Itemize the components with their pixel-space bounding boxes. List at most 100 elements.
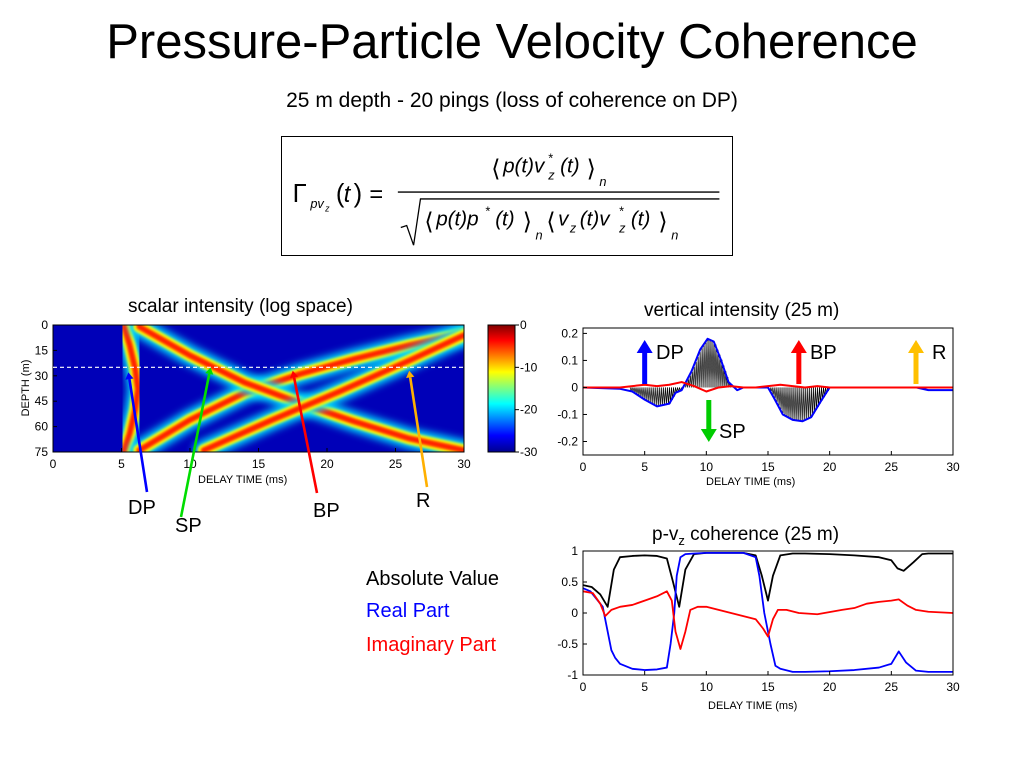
svg-text:p(t)v: p(t)v: [502, 154, 546, 177]
heatmap-ytick: 15: [35, 343, 49, 357]
intensity-title: vertical intensity (25 m): [644, 300, 840, 321]
heatmap-arrow-dp: [125, 372, 149, 493]
coherence-xtick: 0: [580, 680, 587, 694]
coherence-series-imaginary-part: [583, 590, 953, 650]
coherence-ytick: 1: [571, 544, 578, 558]
intensity-ytick: -0.1: [557, 407, 578, 421]
formula-gamma-subscript: pv: [309, 196, 324, 211]
arrival-core-dp: [121, 325, 141, 452]
coherence-ytick: 0.5: [561, 575, 578, 589]
intensity-ytick: 0.1: [561, 353, 578, 367]
coherence-xlabel: DELAY TIME (ms): [708, 700, 798, 712]
svg-text:n: n: [671, 227, 678, 242]
heatmap-ytick: 75: [35, 445, 49, 459]
svg-text:(t)v: (t)v: [580, 208, 611, 231]
heatmap-ytick: 30: [35, 369, 49, 383]
svg-text:⟨: ⟨: [546, 209, 555, 235]
svg-text:⟩: ⟩: [587, 156, 596, 182]
svg-text:⟨: ⟨: [424, 209, 433, 235]
svg-text:z: z: [618, 220, 626, 235]
svg-text:v: v: [558, 208, 570, 231]
intensity-xtick: 5: [641, 460, 648, 474]
intensity-ytick: 0.2: [561, 326, 578, 340]
intensity-callout-sp: SP: [719, 421, 746, 443]
formula-svg: Γ pv z ( t ) = ⟨ p(t)v * z (t) ⟩ n ⟨ p(t…: [293, 151, 720, 246]
intensity-arrow-r: [908, 340, 924, 384]
coherence-xtick: 30: [946, 680, 960, 694]
intensity-callout-bp: BP: [810, 342, 837, 364]
svg-text:*: *: [485, 204, 490, 219]
heatmap-ytick: 60: [35, 420, 49, 434]
colorbar-tick: -20: [520, 403, 538, 417]
heatmap-ytick: 0: [41, 318, 48, 332]
coherence-title-main: p-v: [652, 524, 679, 545]
intensity-xtick: 20: [823, 460, 837, 474]
intensity-arrow-dp: [636, 340, 653, 384]
svg-text:⟩: ⟩: [523, 209, 532, 235]
coherence-xtick: 15: [761, 680, 775, 694]
heatmap-ytick: 45: [35, 394, 49, 408]
coherence-xtick: 5: [641, 680, 648, 694]
svg-text:(: (: [336, 180, 345, 208]
colorbar-tick: 0: [520, 318, 527, 332]
coherence-ytick: -0.5: [557, 637, 578, 651]
heatmap-xtick: 20: [320, 457, 334, 471]
heatmap-xtick: 30: [457, 457, 471, 471]
intensity-series-1: [583, 381, 953, 393]
coherence-xtick: 20: [823, 680, 837, 694]
svg-text:z: z: [569, 220, 577, 235]
intensity-xtick: 15: [761, 460, 775, 474]
svg-text:(t): (t): [495, 208, 514, 231]
arrival-core-sp: [136, 330, 464, 452]
heatmap-arrow-bp: [289, 370, 319, 494]
heatmap-callout-r: R: [416, 490, 431, 512]
arrival-core-r: [200, 332, 464, 452]
intensity-oscillation: [715, 344, 718, 388]
svg-text:p(t)p: p(t)p: [435, 208, 478, 231]
legend-imag: Imaginary Part: [366, 634, 497, 656]
svg-text:n: n: [599, 174, 606, 189]
svg-text:(t): (t): [560, 154, 579, 177]
intensity-oscillation: [717, 349, 720, 388]
heatmap-xtick: 25: [389, 457, 403, 471]
svg-text:): ): [354, 180, 363, 208]
svg-text:*: *: [619, 204, 624, 219]
coherence-ytick: 0: [571, 606, 578, 620]
intensity-xtick: 25: [885, 460, 899, 474]
colorbar-tick: -10: [520, 360, 538, 374]
heatmap-arrow-sp: [179, 367, 214, 518]
intensity-arrow-sp: [700, 400, 717, 442]
intensity-xtick: 10: [700, 460, 714, 474]
svg-text:(t): (t): [631, 208, 650, 231]
svg-text:*: *: [548, 151, 553, 166]
svg-text:z: z: [547, 167, 555, 182]
slide-subtitle: 25 m depth - 20 pings (loss of coherence…: [286, 89, 738, 112]
coherence-title-subscript: z: [678, 532, 685, 548]
svg-text:⟨: ⟨: [491, 156, 500, 182]
heatmap-callout-dp: DP: [128, 497, 156, 519]
coherence-xtick: 10: [700, 680, 714, 694]
coherence-formula: Γ pv z ( t ) = ⟨ p(t)v * z (t) ⟩ n ⟨ p(t…: [281, 136, 733, 256]
formula-arg: t: [344, 182, 352, 208]
intensity-xtick: 0: [580, 460, 587, 474]
legend-absolute: Absolute Value: [366, 568, 500, 590]
coherence-title: p-vz coherence (25 m): [652, 524, 839, 548]
formula-gamma: Γ: [293, 180, 307, 208]
svg-text:⟩: ⟩: [658, 209, 667, 235]
slide-title: Pressure-Particle Velocity Coherence: [106, 15, 918, 69]
legend-real: Real Part: [366, 600, 450, 622]
intensity-arrow-bp: [790, 340, 807, 384]
svg-text:=: =: [369, 182, 383, 208]
intensity-xlabel: DELAY TIME (ms): [706, 476, 796, 488]
heatmap-callout-sp: SP: [175, 515, 202, 537]
intensity-ytick: 0: [571, 380, 578, 394]
colorbar: [487, 324, 516, 453]
coherence-xtick: 25: [885, 680, 899, 694]
coherence-title-suffix: coherence (25 m): [684, 524, 840, 545]
svg-text:n: n: [536, 227, 543, 242]
heatmap-title: scalar intensity (log space): [128, 296, 353, 317]
heatmap-xtick: 15: [252, 457, 266, 471]
